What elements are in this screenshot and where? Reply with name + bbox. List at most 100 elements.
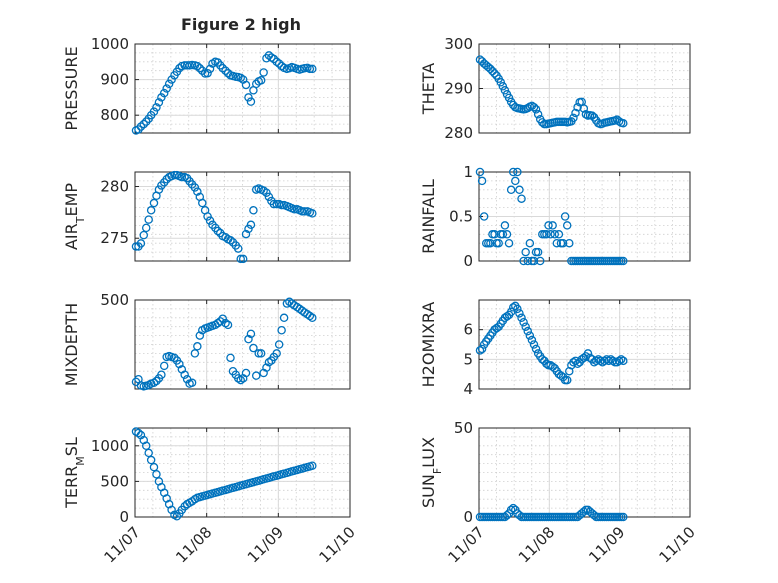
data-point xyxy=(602,355,611,364)
data-point xyxy=(149,462,159,472)
data-point xyxy=(513,304,522,314)
data-point xyxy=(515,309,524,318)
data-point xyxy=(529,340,539,349)
data-point xyxy=(565,238,574,248)
data-point xyxy=(494,238,503,248)
y-tick-label: 4 xyxy=(463,380,473,398)
data-point xyxy=(256,349,266,358)
y-tick-label: 50 xyxy=(454,419,473,437)
data-point xyxy=(619,118,628,128)
data-point xyxy=(203,68,212,78)
y-axis-label: PRESSURE xyxy=(62,46,81,130)
y-tick-label: 900 xyxy=(100,71,129,89)
data-point xyxy=(305,311,315,321)
data-point xyxy=(236,375,245,385)
y-tick-label: 1 xyxy=(463,163,473,181)
data-point xyxy=(244,224,253,234)
data-point xyxy=(187,60,197,70)
axes-box xyxy=(134,43,351,134)
data-point xyxy=(517,194,526,203)
data-point xyxy=(221,66,230,75)
data-point xyxy=(262,363,271,372)
y-axis-label: THETA xyxy=(419,63,438,115)
data-point xyxy=(533,110,543,119)
data-point xyxy=(486,238,495,248)
data-point xyxy=(548,221,557,230)
data-point xyxy=(477,176,487,186)
data-point xyxy=(504,238,514,248)
data-point xyxy=(141,223,151,233)
data-point xyxy=(139,119,149,129)
data-point xyxy=(308,313,317,323)
panels: 8009001000PRESSURE280290300THETA275280AI… xyxy=(62,35,699,566)
data-point xyxy=(513,167,522,177)
data-point xyxy=(581,110,591,119)
axes-box xyxy=(478,299,691,390)
y-tick-label: 280 xyxy=(100,177,129,195)
data-point xyxy=(552,238,562,248)
data-point xyxy=(141,441,151,451)
data-point xyxy=(264,358,274,367)
data-point xyxy=(475,167,485,177)
data-point xyxy=(519,317,528,327)
data-point xyxy=(274,59,284,68)
data-point xyxy=(216,317,225,326)
data-point xyxy=(259,68,268,77)
data-point xyxy=(177,172,187,182)
data-point xyxy=(264,192,274,202)
data-point xyxy=(300,207,309,216)
data-point xyxy=(203,212,212,221)
y-tick-label: 0 xyxy=(463,508,473,526)
data-point xyxy=(262,188,271,197)
data-point xyxy=(205,216,215,225)
data-point xyxy=(521,247,530,257)
data-point xyxy=(531,105,541,114)
data-point xyxy=(502,230,512,239)
data-point xyxy=(521,322,530,331)
data-point xyxy=(136,239,146,248)
data-point xyxy=(146,206,156,215)
data-point xyxy=(506,505,516,515)
data-point xyxy=(157,93,166,102)
subplot-pressure: 800 900 1000 PRESSURE xyxy=(62,35,351,135)
data-point xyxy=(149,378,159,388)
data-point xyxy=(221,318,230,328)
data-point xyxy=(502,510,512,520)
data-point xyxy=(244,93,253,102)
data-point xyxy=(619,512,628,522)
data-point xyxy=(190,349,200,358)
axes-box xyxy=(134,171,351,262)
data-point xyxy=(152,376,161,386)
data-point xyxy=(550,230,559,239)
data-point xyxy=(305,64,315,74)
data-point xyxy=(490,230,499,239)
data-point xyxy=(544,221,553,230)
y-tick-label: 300 xyxy=(444,35,473,53)
data-point xyxy=(529,256,539,266)
data-point xyxy=(496,78,506,87)
data-point xyxy=(193,61,202,71)
data-point xyxy=(236,73,245,83)
data-point xyxy=(244,334,253,344)
axes-box xyxy=(134,299,351,390)
data-point xyxy=(164,79,174,89)
data-point xyxy=(213,226,223,236)
data-point xyxy=(238,254,248,264)
data-point xyxy=(218,314,227,323)
y-tick-label: 5 xyxy=(463,350,473,368)
y-tick-label: 0.5 xyxy=(449,208,473,226)
data-point xyxy=(571,108,580,118)
data-point xyxy=(579,104,589,113)
data-point xyxy=(277,200,286,210)
subplot-mixdepth: 500 MIXDEPTH xyxy=(62,291,351,391)
data-point xyxy=(515,185,524,195)
data-point xyxy=(269,54,279,64)
y-tick-label: 280 xyxy=(444,124,473,142)
data-point xyxy=(170,170,179,180)
data-point xyxy=(523,103,533,113)
y-tick-label: 0 xyxy=(119,508,129,526)
data-point xyxy=(308,209,317,218)
data-point xyxy=(523,256,533,266)
data-point xyxy=(152,470,161,479)
data-point xyxy=(519,256,528,266)
